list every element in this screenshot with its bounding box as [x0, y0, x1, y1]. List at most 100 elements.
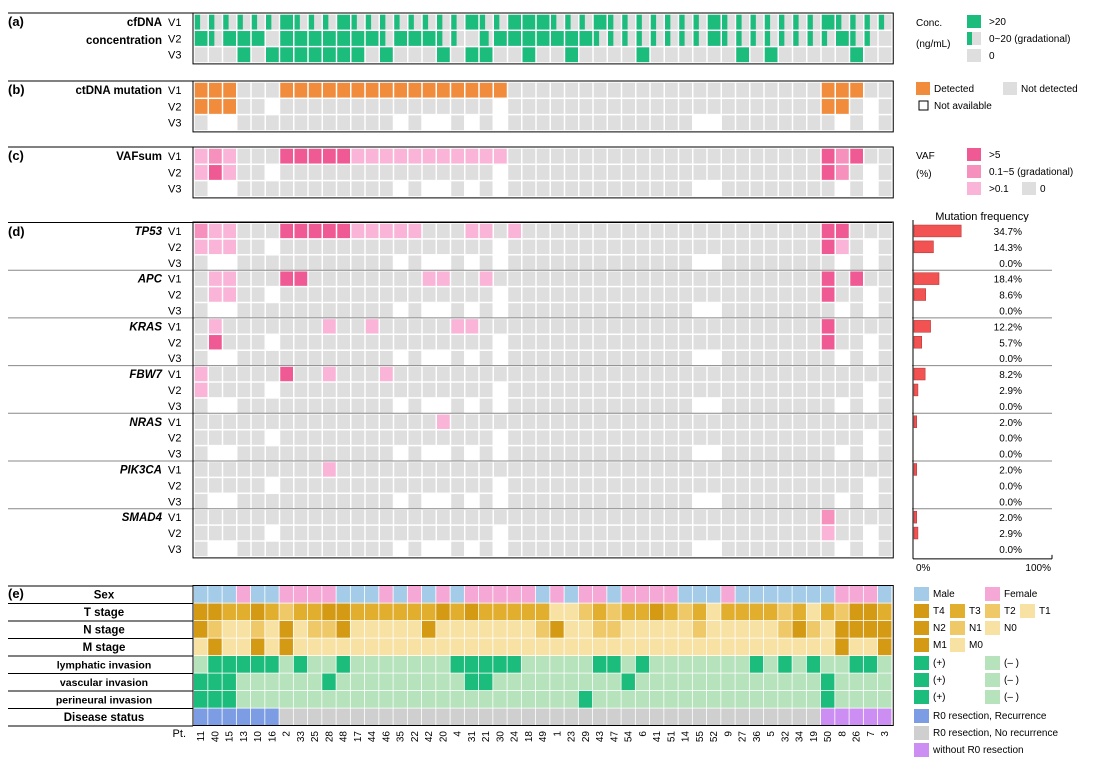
clinical-cell — [336, 586, 350, 603]
gene-cell — [280, 525, 293, 541]
gene-cell — [437, 462, 450, 477]
gene-cell — [807, 223, 821, 239]
ctdna-detected-cell — [365, 82, 379, 98]
ctdna-notdetected-cell — [707, 82, 721, 98]
gene-cell — [280, 509, 293, 525]
gene-cell — [850, 494, 863, 509]
clinical-cell — [707, 691, 721, 708]
gene-cell — [807, 541, 821, 557]
gene-cell — [308, 255, 322, 270]
gene-cell — [522, 414, 536, 429]
gene-cell — [665, 223, 678, 239]
gene-cell — [665, 271, 678, 286]
cfdna-cell — [337, 47, 350, 63]
clinical-cell — [564, 621, 578, 638]
gene-cell — [323, 350, 336, 366]
vafsum-cell — [437, 165, 450, 180]
gene-cell — [294, 350, 308, 366]
cfdna-cell-zero — [779, 47, 792, 63]
clinical-cell — [308, 603, 322, 621]
clinical-cell — [678, 656, 692, 673]
gene-cell — [650, 287, 664, 302]
clinical-cell — [821, 621, 835, 638]
gene-cell — [223, 430, 236, 445]
gene-cell — [237, 525, 251, 541]
gene-cell — [736, 525, 749, 541]
clinical-cell — [735, 691, 749, 708]
gene-cell — [237, 430, 251, 445]
gene-cell — [650, 462, 664, 477]
gene-cell — [479, 335, 493, 350]
gene-cell — [821, 446, 835, 461]
clinical-row-label: T stage — [84, 607, 124, 619]
clinical-cell — [607, 638, 621, 656]
gene-cell — [807, 382, 821, 398]
gene-cell — [878, 446, 892, 461]
gene-cell — [351, 271, 365, 286]
vafsum-cell — [622, 181, 635, 197]
vafsum-cell — [821, 148, 835, 164]
gene-cell — [836, 223, 849, 239]
gene-cell — [693, 271, 707, 286]
frequency-label: 2.9% — [999, 386, 1022, 397]
gene-cell — [722, 398, 735, 414]
patient-id: 3 — [880, 731, 891, 737]
gene-cell — [351, 319, 365, 334]
cfdna-cell — [308, 31, 322, 46]
gene-cell — [821, 398, 835, 414]
ctdna-notdetected-cell — [764, 82, 778, 98]
clinical-cell — [878, 691, 892, 708]
gene-cell — [779, 223, 792, 239]
gene-cell — [764, 287, 778, 302]
clinical-cell — [379, 621, 393, 638]
gene-cell — [422, 271, 436, 286]
vafsum-cell — [693, 165, 707, 180]
visit-label-d: V2 — [168, 337, 181, 349]
legend-neg-swatch — [985, 690, 1000, 704]
clinical-cell — [764, 621, 778, 638]
gene-cell — [636, 303, 650, 318]
cfdna-cell — [736, 31, 742, 46]
clinical-cell — [194, 708, 208, 726]
ctdna-notdetected-cell — [793, 99, 806, 114]
vafsum-cell — [380, 165, 393, 180]
vafsum-cell — [779, 148, 792, 164]
gene-cell — [622, 414, 635, 429]
clinical-cell — [650, 603, 664, 621]
gene-cell — [878, 303, 892, 318]
clinical-cell — [464, 586, 479, 603]
gene-cell — [451, 255, 464, 270]
clinical-cell — [593, 586, 607, 603]
gene-cell — [850, 525, 863, 541]
gene-cell — [565, 350, 578, 366]
gene-cell — [793, 414, 806, 429]
gene-cell — [337, 462, 350, 477]
clinical-cell — [707, 656, 721, 673]
gene-cell — [722, 446, 735, 461]
gene-cell — [878, 382, 892, 398]
vafsum-cell — [337, 148, 350, 164]
ctdna-notdetected-cell — [736, 99, 749, 114]
clinical-cell — [678, 621, 692, 638]
gene-cell — [593, 255, 607, 270]
cfdna-cell — [337, 31, 350, 46]
gene-cell — [351, 335, 365, 350]
ctdna-notdetected-cell — [650, 82, 664, 98]
gene-cell — [308, 494, 322, 509]
gene-cell — [579, 303, 593, 318]
clinical-cell — [265, 656, 279, 673]
gene-cell — [251, 382, 265, 398]
gene-cell — [323, 335, 336, 350]
gene-cell — [422, 319, 436, 334]
frequency-label: 0.0% — [999, 402, 1022, 413]
gene-cell — [750, 478, 764, 493]
vafsum-cell — [465, 165, 479, 180]
gene-cell — [280, 271, 293, 286]
clinical-cell — [479, 708, 493, 726]
gene-cell — [821, 509, 835, 525]
gene-cell — [451, 239, 464, 255]
clinical-cell — [450, 638, 464, 656]
clinical-cell — [764, 603, 778, 621]
vafsum-cell — [736, 181, 749, 197]
